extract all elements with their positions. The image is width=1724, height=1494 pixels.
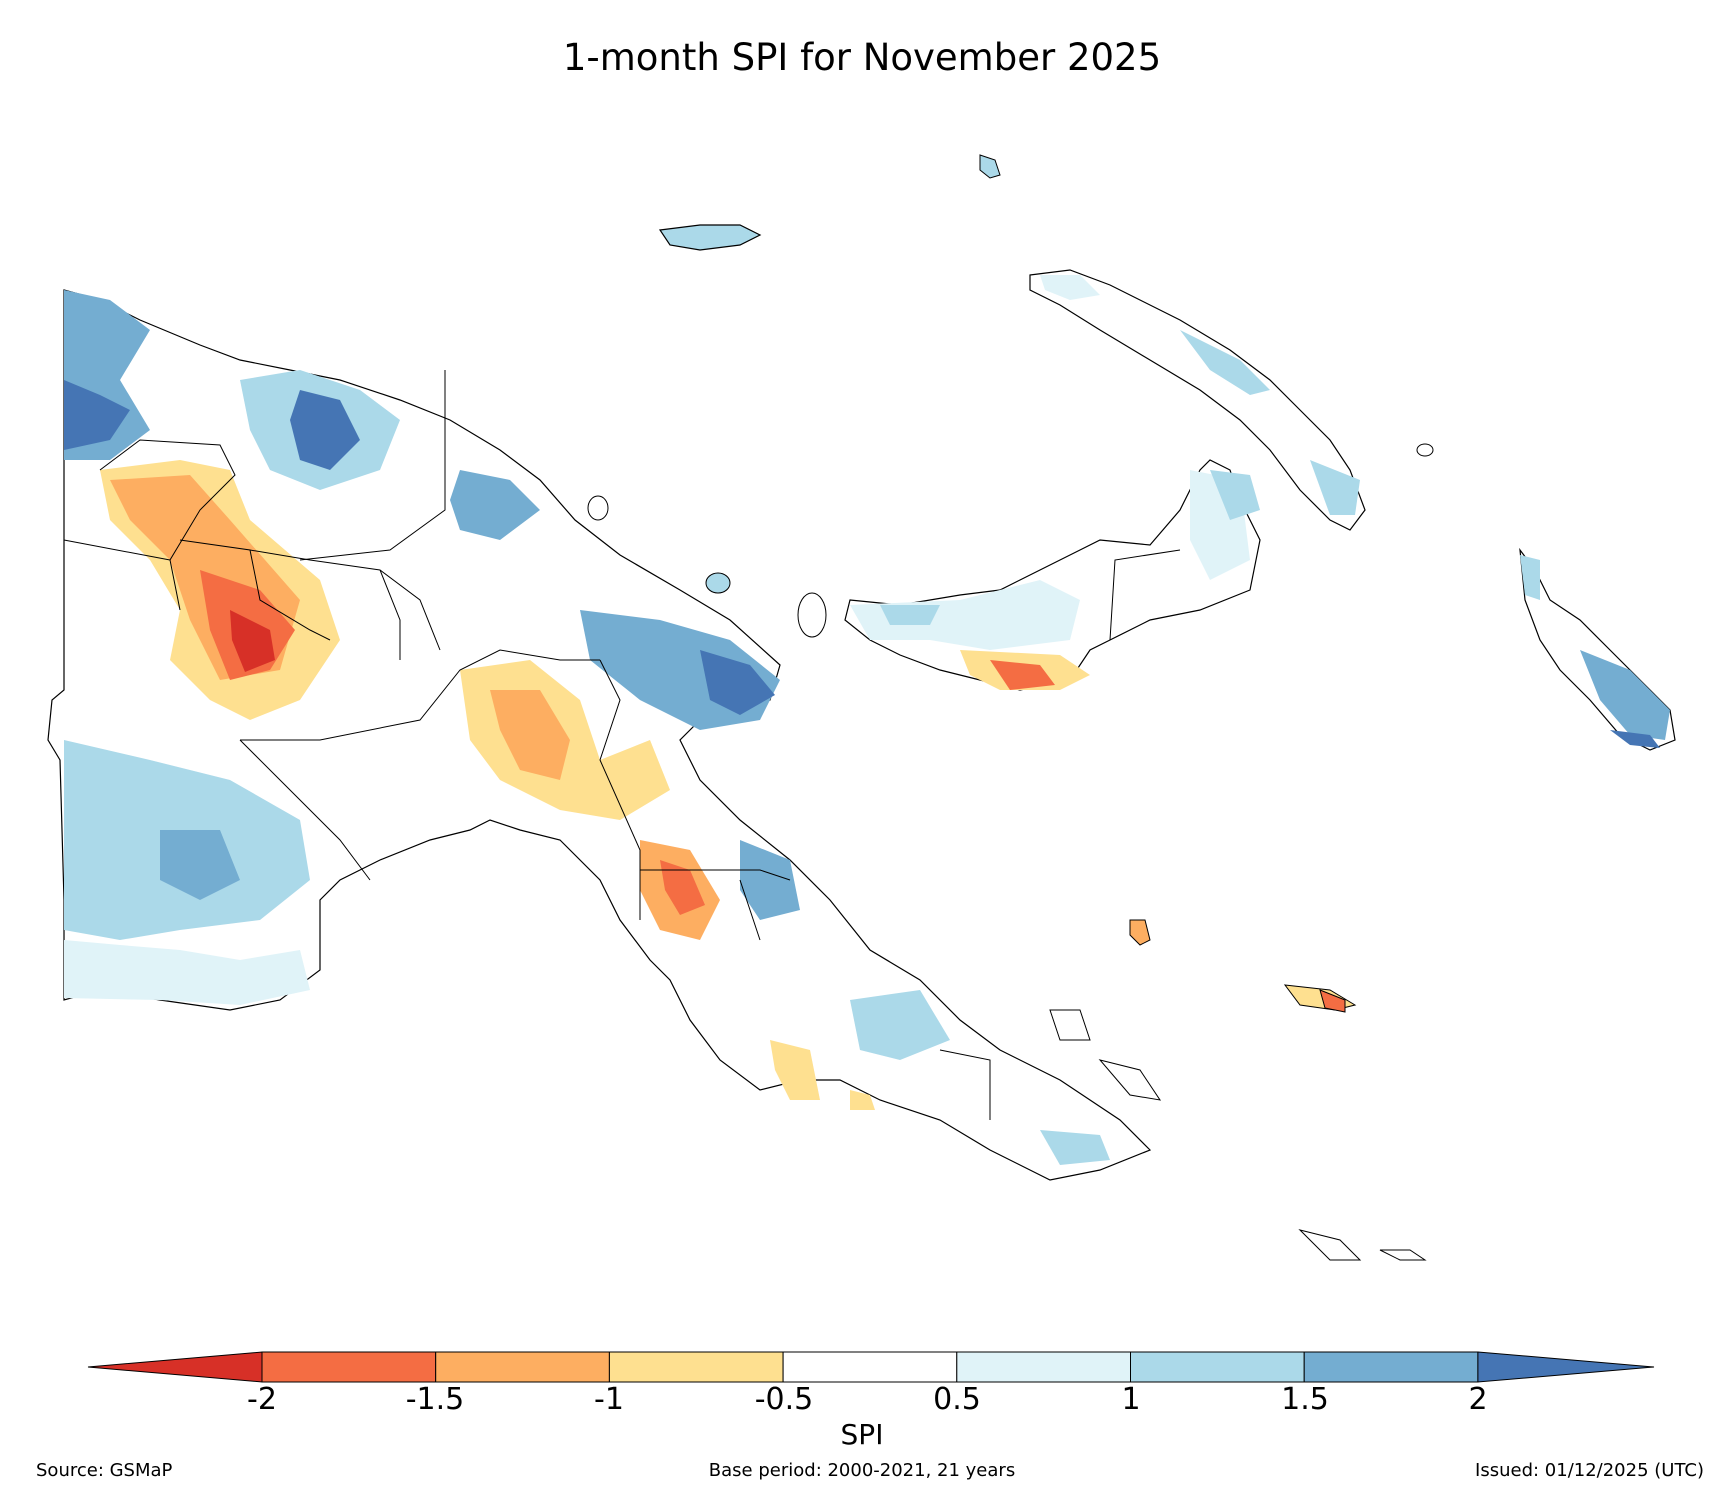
colorbar-tick: 1 bbox=[1121, 1382, 1141, 1417]
bougainville-spi-lightblue bbox=[1520, 555, 1540, 600]
ni-spi-lightblue3 bbox=[1310, 460, 1360, 515]
mainland bbox=[47, 289, 1152, 1181]
colorbar-tick: -0.5 bbox=[754, 1382, 814, 1417]
colorbar-tick: 2 bbox=[1468, 1382, 1488, 1417]
sudest-island bbox=[1298, 1229, 1362, 1261]
colorbar-bin bbox=[261, 1351, 437, 1383]
bagabag-island bbox=[587, 495, 609, 521]
mainland-landmass bbox=[47, 289, 1152, 1181]
colorbar-tick: -1 bbox=[594, 1382, 624, 1417]
colorbar-bin bbox=[956, 1351, 1131, 1383]
ni-spi-lightblue bbox=[1040, 275, 1100, 300]
mussau-island bbox=[979, 154, 1001, 179]
normanby-island bbox=[1098, 1059, 1162, 1101]
manus-landmass bbox=[658, 224, 762, 251]
bougainville-spi-darkblue bbox=[1610, 730, 1660, 748]
bougainville-spi-blue bbox=[1580, 650, 1670, 740]
colorbar-extend-high bbox=[1477, 1351, 1655, 1383]
fergusson-island bbox=[1049, 1009, 1091, 1041]
spi-region-south-blue bbox=[160, 830, 240, 900]
trobriand-island bbox=[1129, 919, 1151, 946]
colorbar-bin bbox=[1303, 1351, 1479, 1383]
colorbar-bin bbox=[1130, 1351, 1305, 1383]
colorbar-label: SPI bbox=[840, 1418, 884, 1451]
colorbar-bins bbox=[87, 1351, 1655, 1383]
woodlark-red bbox=[1319, 989, 1346, 1013]
karkar-island bbox=[705, 572, 731, 594]
spi-region-northeast-blue bbox=[450, 470, 540, 540]
nb-spi-blue bbox=[880, 605, 940, 625]
spi-region-ramu-darkblue bbox=[700, 650, 775, 715]
spi-region-eastmorobe-blue bbox=[740, 840, 800, 920]
spi-region-highlands-orange2 bbox=[490, 690, 570, 780]
colorbar-tick: 0.5 bbox=[933, 1382, 981, 1417]
spi-region-milnebay-lightblue bbox=[1040, 1130, 1110, 1165]
colorbar-bin bbox=[435, 1351, 610, 1383]
spi-region-west-darkblue bbox=[64, 380, 130, 450]
new-ireland bbox=[1029, 269, 1366, 531]
nb-spi-red bbox=[990, 660, 1055, 690]
nb-spi-east-blue bbox=[1210, 470, 1260, 520]
spi-region-southeast-orange2 bbox=[850, 1090, 875, 1110]
nb-spi-lightblue bbox=[850, 580, 1080, 650]
province-borders bbox=[63, 370, 991, 1120]
colorbar-extend-low bbox=[87, 1351, 263, 1383]
colorbar-tick: -1.5 bbox=[405, 1382, 465, 1417]
colorbar-bin bbox=[782, 1351, 958, 1383]
colorbar-tick: -2 bbox=[247, 1382, 277, 1417]
umboi-island bbox=[797, 592, 827, 638]
colorbar-tick: 1.5 bbox=[1281, 1382, 1329, 1417]
map-title: 1-month SPI for November 2025 bbox=[562, 36, 1162, 79]
spi-region-south-white bbox=[64, 940, 310, 1005]
issued-text: Issued: 01/12/2025 (UTC) bbox=[1475, 1460, 1704, 1481]
spi-region-southeast-orange bbox=[770, 1040, 820, 1100]
ni-spi-lightblue2 bbox=[1180, 330, 1270, 395]
source-text: Source: GSMaP bbox=[36, 1460, 173, 1481]
base-period-text: Base period: 2000-2021, 21 years bbox=[708, 1460, 1016, 1481]
colorbar-bin bbox=[608, 1351, 784, 1383]
nissan-island bbox=[1416, 443, 1434, 457]
spi-region-southeast-lightblue bbox=[850, 990, 950, 1060]
manus-island bbox=[658, 224, 762, 251]
bougainville bbox=[1519, 547, 1676, 751]
spi-region-north-darkblue bbox=[290, 390, 360, 470]
new-ireland-landmass bbox=[1029, 269, 1366, 531]
spi-region-west-darkred bbox=[230, 610, 275, 672]
rossel-island bbox=[1379, 1249, 1427, 1261]
spi-region-morobe-red bbox=[660, 860, 705, 915]
new-britain bbox=[844, 459, 1261, 691]
small-islands bbox=[587, 154, 1434, 1261]
